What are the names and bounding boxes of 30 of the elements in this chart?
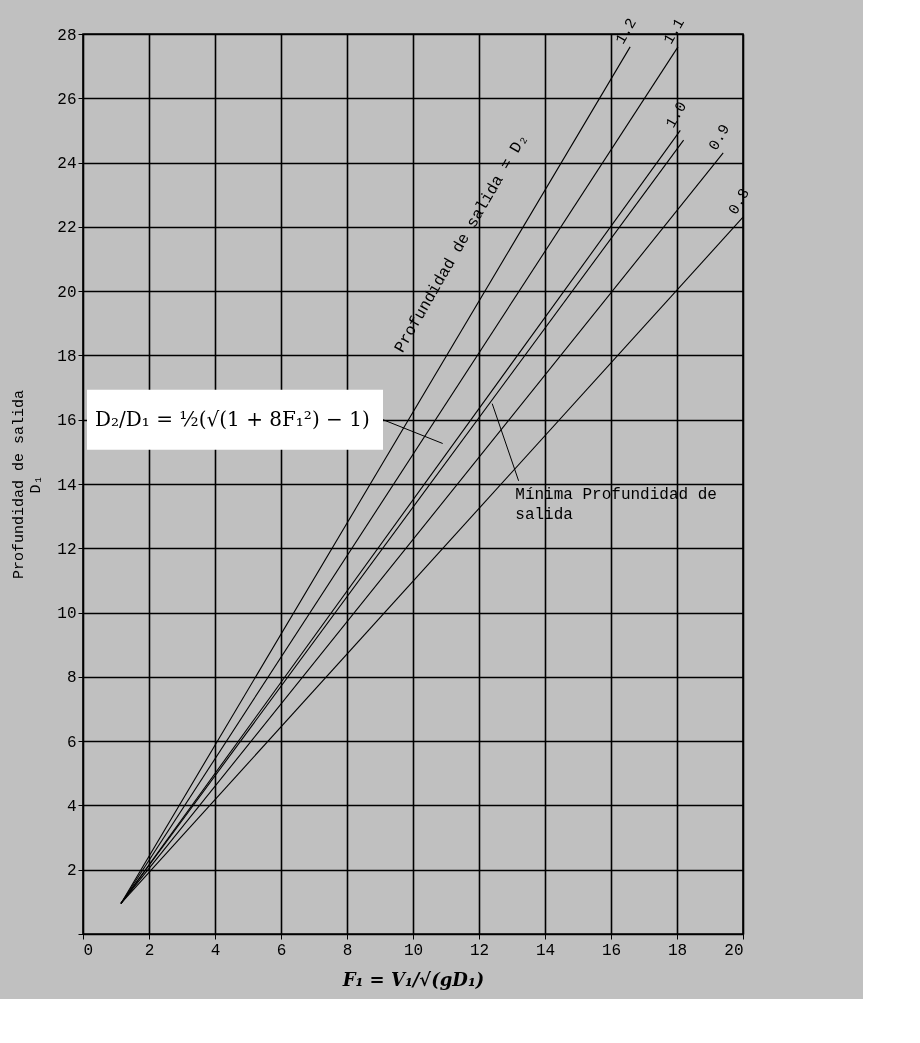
y-tick-label: 4 xyxy=(66,797,77,816)
y-tick-label: 20 xyxy=(57,283,77,302)
x-axis-title: F₁ = V₁/√(gD₁) xyxy=(341,968,485,990)
y-axis-title: Profundidad de salida D₁ xyxy=(11,389,46,580)
annotation: D₂/D₁ = ½(√(1 + 8F₁²) − 1) xyxy=(95,406,370,431)
y-tick-label: 26 xyxy=(57,90,77,109)
y-tick-label: 8 xyxy=(66,669,77,688)
y-tick-label: 14 xyxy=(57,476,77,495)
y-tick-label: 24 xyxy=(57,155,77,174)
y-tick-label: 22 xyxy=(57,219,77,238)
y-tick-label: 2 xyxy=(66,862,77,881)
y-tick-label: 16 xyxy=(57,412,77,431)
x-tick-label: 20 xyxy=(724,941,744,960)
y-tick-label: 10 xyxy=(57,605,77,624)
x-tick-label: 8 xyxy=(342,941,353,960)
x-tick-label: 12 xyxy=(469,941,490,960)
x-tick-label: 6 xyxy=(276,941,287,960)
x-tick-label: 2 xyxy=(144,941,155,960)
x-tick-label: 16 xyxy=(601,941,622,960)
y-tick-label: 12 xyxy=(57,540,77,559)
text: 0.9 xyxy=(705,121,734,154)
x-tick-label: 4 xyxy=(210,941,221,960)
y-tick-label: 6 xyxy=(66,733,77,752)
x-tick-label: 14 xyxy=(535,941,556,960)
y-tick-label: 28 xyxy=(57,26,77,45)
x-tick-label: 0 xyxy=(83,941,94,960)
x-tick-label: 10 xyxy=(403,941,424,960)
x-tick-label: 18 xyxy=(667,941,688,960)
y-tick-label: 18 xyxy=(57,347,77,366)
text: 1.1 xyxy=(660,15,689,48)
